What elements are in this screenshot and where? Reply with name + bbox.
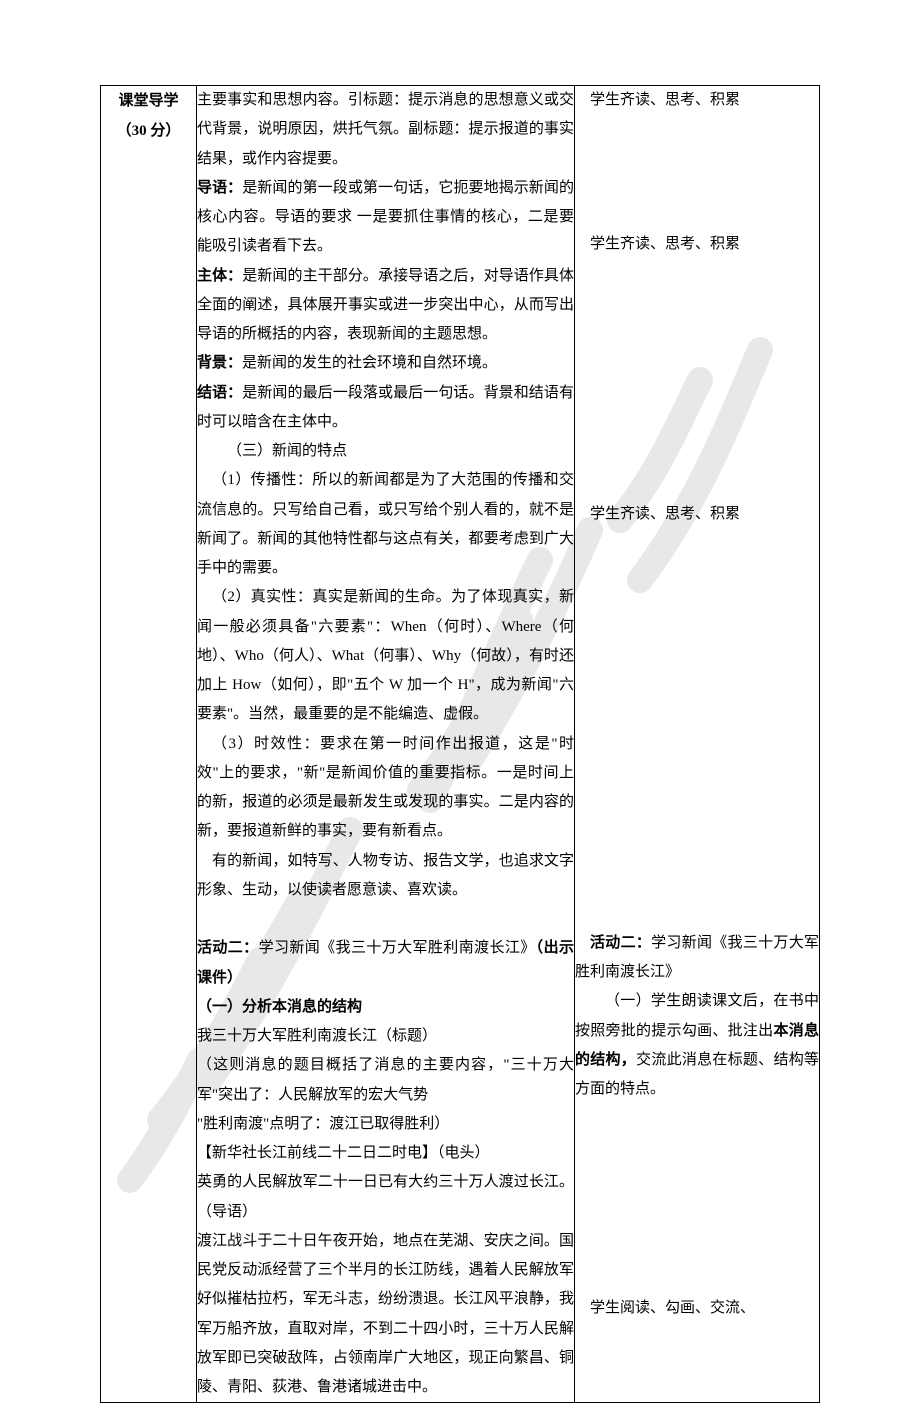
section-label-cell: 课堂导学 （30 分） [101, 86, 197, 1403]
spacer [575, 1104, 819, 1294]
act2-label: 活动二： [197, 940, 259, 956]
right-r5: 学生阅读、勾画、交流、 [575, 1294, 819, 1323]
mid-p2: 导语：是新闻的第一段或第一句话，它扼要地揭示新闻的核心内容。导语的要求 一是要抓… [197, 174, 574, 262]
end-text: 是新闻的最后一段落或最后一句话。背景和结语有时可以暗含在主体中。 [197, 385, 574, 430]
teaching-content-cell: 主要事实和思想内容。引标题：提示消息的思想意义或交代背景，说明原因，烘托气氛。副… [197, 86, 575, 1403]
spacer [197, 905, 574, 934]
section-label-line1: 课堂导学 [101, 86, 196, 116]
mid-s3: "胜利南渡"点明了：渡江已取得胜利） [197, 1110, 574, 1139]
lead-text: 是新闻的第一段或第一句话，它扼要地揭示新闻的核心内容。导语的要求 一是要抓住事情… [197, 180, 574, 255]
spacer [575, 529, 819, 929]
spacer [575, 260, 819, 500]
mid-activity2: 活动二：学习新闻《我三十万大军胜利南渡长江》（出示课件） [197, 934, 574, 993]
mid-p8: （2）真实性：真实是新闻的生命。为了体现真实，新闻一般必须具备"六要素"：Whe… [197, 583, 574, 729]
bg-text: 是新闻的发生的社会环境和自然环境。 [242, 355, 497, 371]
lead-label: 导语： [197, 180, 242, 196]
mid-p9: （3）时效性：要求在第一时间作出报道，这是"时效"上的要求，"新"是新闻价值的重… [197, 730, 574, 847]
spacer [575, 115, 819, 230]
student-activity-cell: 学生齐读、思考、积累 学生齐读、思考、积累 学生齐读、思考、积累 活动二：学习新… [575, 86, 820, 1403]
mid-p10: 有的新闻，如特写、人物专访、报告文学，也追求文字形象、生动，以使读者愿意读、喜欢… [197, 847, 574, 906]
mid-s4: 【新华社长江前线二十二日二时电】（电头） [197, 1139, 574, 1168]
right-activity2: 活动二：学习新闻《我三十万大军胜利南渡长江》 [575, 929, 819, 988]
body-text: 是新闻的主干部分。承接导语之后，对导语作具体全面的阐述，具体展开事实或进一步突出… [197, 268, 574, 343]
lesson-table: 课堂导学 （30 分） 主要事实和思想内容。引标题：提示消息的思想意义或交代背景… [100, 85, 820, 1403]
mid-p1: 主要事实和思想内容。引标题：提示消息的思想意义或交代背景，说明原因，烘托气氛。副… [197, 86, 574, 174]
right-r4: （一）学生朗读课文后，在书中按照旁批的提示勾画、批注出本消息的结构，交流此消息在… [575, 987, 819, 1104]
mid-s2: （这则消息的题目概括了消息的主要内容，"三十万大军"突出了：人民解放军的宏大气势 [197, 1051, 574, 1110]
right-r2: 学生齐读、思考、积累 [575, 230, 819, 259]
mid-s6: 渡江战斗于二十日午夜开始，地点在芜湖、安庆之间。国民党反动派经营了三个半月的长江… [197, 1227, 574, 1403]
page-container: 课堂导学 （30 分） 主要事实和思想内容。引标题：提示消息的思想意义或交代背景… [0, 0, 920, 1302]
mid-s1: 我三十万大军胜利南渡长江（标题） [197, 1022, 574, 1051]
end-label: 结语： [197, 385, 242, 401]
act2-text1: 学习新闻《我三十万大军胜利南渡长江》 [259, 940, 536, 956]
right-r3: 学生齐读、思考、积累 [575, 500, 819, 529]
mid-s5: 英勇的人民解放军二十一日已有大约三十万人渡过长江。（导语） [197, 1168, 574, 1227]
right-act2-label: 活动二： [590, 935, 651, 951]
mid-p6: （三）新闻的特点 [197, 437, 574, 466]
mid-sec1-title: （一）分析本消息的结构 [197, 993, 574, 1022]
body-label: 主体： [197, 268, 242, 284]
section-label-line2: （30 分） [101, 116, 196, 146]
mid-p3: 主体：是新闻的主干部分。承接导语之后，对导语作具体全面的阐述，具体展开事实或进一… [197, 262, 574, 350]
mid-p5: 结语：是新闻的最后一段落或最后一句话。背景和结语有时可以暗含在主体中。 [197, 379, 574, 438]
right-r1: 学生齐读、思考、积累 [575, 86, 819, 115]
mid-p4: 背景：是新闻的发生的社会环境和自然环境。 [197, 349, 574, 378]
mid-p7: （1）传播性：所以的新闻都是为了大范围的传播和交流信息的。只写给自己看，或只写给… [197, 466, 574, 583]
bg-label: 背景： [197, 355, 242, 371]
